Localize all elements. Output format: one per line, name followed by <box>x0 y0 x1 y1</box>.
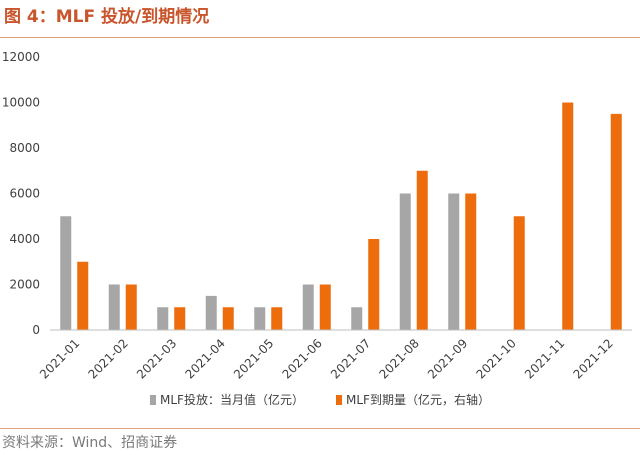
bar-mlf-issuance <box>254 307 266 330</box>
figure-title: 图 4：MLF 投放/到期情况 <box>4 7 210 27</box>
x-tick-label: 2021-10 <box>474 336 519 381</box>
x-tick-label: 2021-09 <box>425 336 470 381</box>
bar-mlf-issuance <box>205 295 217 330</box>
bar-mlf-issuance <box>399 193 411 330</box>
x-tick-label: 2021-07 <box>328 336 373 381</box>
source-note: 资料来源：Wind、招商证券 <box>2 435 178 451</box>
y-tick-label: 6000 <box>9 187 40 201</box>
legend-label: MLF投放：当月值（亿元） <box>160 392 304 407</box>
bar-mlf-maturity <box>562 102 574 330</box>
x-tick-label: 2021-02 <box>86 336 131 381</box>
source-divider <box>0 428 640 429</box>
x-tick-label: 2021-01 <box>37 336 82 381</box>
y-tick-label: 2000 <box>9 278 40 292</box>
bar-mlf-issuance <box>351 307 363 330</box>
title-divider <box>0 37 640 38</box>
x-tick-label: 2021-06 <box>280 336 325 381</box>
legend-swatch <box>150 395 156 405</box>
bar-mlf-issuance <box>302 284 314 330</box>
bar-mlf-maturity <box>416 170 428 330</box>
y-tick-label: 10000 <box>2 96 40 110</box>
legend-swatch <box>336 395 342 405</box>
bar-mlf-maturity <box>465 193 477 330</box>
bar-mlf-maturity <box>368 239 380 330</box>
x-tick-label: 2021-05 <box>231 336 276 381</box>
bar-mlf-issuance <box>108 284 120 330</box>
y-tick-label: 0 <box>32 323 40 337</box>
legend-label: MLF到期量（亿元，右轴） <box>346 392 490 407</box>
x-tick-label: 2021-11 <box>522 336 567 381</box>
bar-mlf-maturity <box>319 284 331 330</box>
y-axis: 0 2000 4000 6000 8000 10000 12000 <box>2 50 40 337</box>
x-tick-label: 2021-04 <box>183 336 228 381</box>
bar-mlf-maturity <box>77 261 89 330</box>
bar-mlf-maturity <box>222 307 234 330</box>
bar-mlf-maturity <box>174 307 186 330</box>
y-tick-label: 4000 <box>9 232 40 246</box>
bar-mlf-maturity <box>610 113 622 330</box>
bars <box>60 102 622 330</box>
bar-mlf-issuance <box>157 307 169 330</box>
bar-mlf-maturity <box>513 216 525 330</box>
bar-mlf-issuance <box>448 193 460 330</box>
y-tick-label: 8000 <box>9 141 40 155</box>
y-tick-label: 12000 <box>2 50 40 64</box>
bar-mlf-issuance <box>60 216 72 330</box>
x-axis: 2021-01 2021-02 2021-03 2021-04 2021-05 2021-… <box>37 329 632 382</box>
bar-mlf-maturity <box>271 307 283 330</box>
legend: MLF投放：当月值（亿元） MLF到期量（亿元，右轴） <box>150 392 490 407</box>
x-tick-label: 2021-12 <box>571 336 616 381</box>
x-tick-label: 2021-08 <box>377 336 422 381</box>
x-tick-label: 2021-03 <box>134 336 179 381</box>
bar-mlf-maturity <box>125 284 137 330</box>
